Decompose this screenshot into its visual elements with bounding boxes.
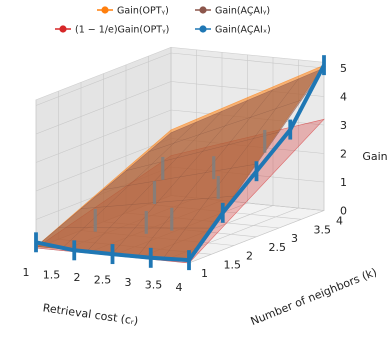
- z-tick-label: 0: [340, 205, 347, 218]
- legend-marker: [101, 6, 109, 14]
- grey-errorbars: [93, 129, 267, 234]
- x-axis-label: Retrieval cost (cᵣ): [42, 301, 139, 327]
- acai-x-errorbars: [34, 55, 326, 271]
- y-tick-label: 1.5: [224, 258, 242, 271]
- x-tick-label: 1.5: [43, 269, 61, 282]
- mesh-line: [103, 163, 257, 190]
- legend-label: (1 − 1/e)Gain(OPTᵧ): [75, 25, 169, 36]
- x-tick-label: 3: [125, 276, 132, 289]
- legend-label: Gain(OPTᵧ): [117, 6, 169, 17]
- y-tick-label: 4: [336, 215, 343, 228]
- legend-label: Gain(AÇAIᵧ): [215, 6, 270, 17]
- x-tick-label: 4: [176, 281, 183, 294]
- z-tick-label: 2: [340, 148, 347, 161]
- legend-marker: [199, 6, 207, 14]
- mesh-line: [58, 227, 212, 229]
- mesh-line: [137, 89, 274, 256]
- y-axis-label: Number of neighbors (k): [249, 265, 379, 328]
- y-tick-label: 2: [246, 250, 253, 263]
- legend-marker: [199, 25, 207, 33]
- z-tick-labels: 0 1 2 3 4 5: [340, 62, 347, 218]
- mesh-line: [125, 131, 280, 171]
- mesh-line: [112, 100, 248, 254]
- y-tick-label: 1: [201, 267, 208, 280]
- legend-label: Gain(AÇAIₓ): [215, 25, 271, 36]
- surface-mesh: [58, 78, 302, 259]
- x-tick-label: 2: [74, 271, 81, 284]
- x-tick-label: 3.5: [145, 279, 163, 292]
- mesh-line: [163, 78, 299, 259]
- z-tick-label: 3: [340, 119, 347, 132]
- mesh-line: [61, 121, 197, 249]
- x-tick-labels: 1 1.5 2 2.5 3 3.5 4: [23, 266, 183, 294]
- y-tick-label: 3: [291, 232, 298, 245]
- z-axis-label: Gain: [362, 150, 387, 163]
- y-tick-label: 3.5: [314, 223, 332, 236]
- y-tick-label: 2.5: [269, 241, 287, 254]
- z-tick-label: 1: [340, 176, 347, 189]
- mesh-line: [80, 195, 235, 209]
- mesh-line: [148, 99, 302, 153]
- z-tick-label: 4: [340, 91, 347, 104]
- y-tick-labels: 1 1.5 2 2.5 3 3.5 4: [201, 215, 343, 281]
- x-tick-label: 1: [23, 266, 30, 279]
- legend-marker: [59, 25, 67, 33]
- z-tick-label: 5: [340, 62, 347, 75]
- z-gridline: [35, 52, 325, 106]
- x-tick-label: 2.5: [94, 274, 112, 287]
- legend: Gain(OPTᵧ) Gain(AÇAIᵧ) (1 − 1/e)Gain(OPTᵧ)…: [55, 6, 271, 36]
